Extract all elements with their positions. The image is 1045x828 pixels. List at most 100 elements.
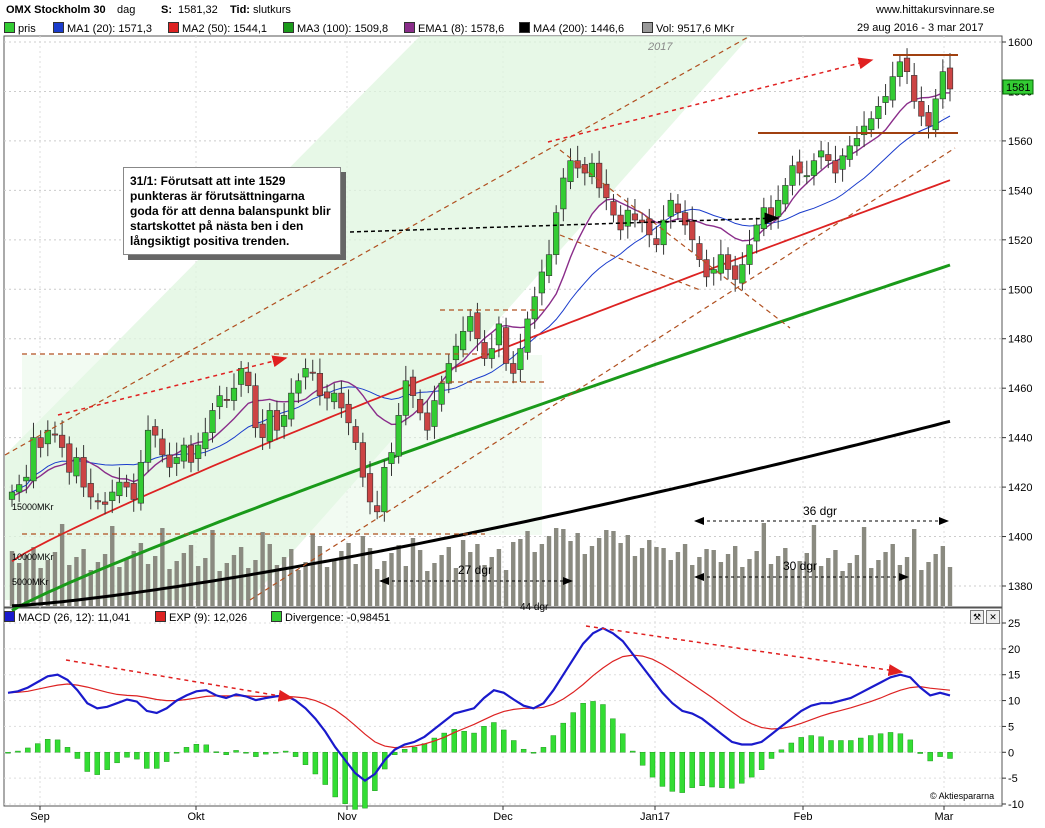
period: dag: [117, 4, 136, 16]
divergence-bar: [808, 735, 814, 753]
divergence-bar: [193, 744, 200, 753]
date-range: 29 aug 2016 - 3 mar 2017: [857, 22, 984, 34]
dgr-27-label: 27 dgr: [458, 563, 492, 577]
volume-bar: [503, 570, 509, 606]
divergence-bar: [897, 733, 904, 753]
volume-bar: [797, 561, 802, 606]
candle-body: [653, 238, 660, 246]
last-price-tag: 1581: [1002, 79, 1034, 95]
candle-body: [295, 380, 302, 394]
legend-ma2: MA2 (50): 1544,1: [168, 22, 267, 35]
candle-body: [109, 491, 116, 501]
red-trend-arrow: [57, 355, 288, 416]
candle-body: [681, 212, 689, 226]
volume-bar: [210, 530, 215, 606]
divergence-bar: [471, 732, 477, 753]
candle-body: [882, 96, 889, 103]
volume-bar: [317, 546, 323, 606]
y-tick-label: 1520: [1008, 235, 1032, 247]
wedge-lower: [559, 234, 701, 291]
candle-body: [782, 185, 789, 205]
volume-bar: [632, 556, 638, 606]
divergence-bar: [154, 752, 160, 769]
candle-body: [288, 392, 295, 420]
ma-line: [11, 179, 951, 563]
candle-body: [588, 162, 596, 178]
balance-arrow: [349, 212, 780, 233]
volume-bar: [432, 563, 437, 606]
candle-body: [438, 382, 445, 405]
legend-label: EXP (9): 12,026: [169, 612, 248, 624]
volume-bar: [403, 566, 409, 606]
divergence-bar: [501, 729, 507, 753]
volume-bar: [919, 570, 924, 606]
divergence-bar: [590, 701, 596, 753]
macd-tick-label: 20: [1008, 644, 1020, 656]
close-icon[interactable]: ✕: [986, 610, 1000, 624]
volume-bar: [826, 558, 831, 606]
divergence-bar: [5, 752, 11, 754]
volume-bar: [496, 549, 502, 606]
x-tick-label: Okt: [187, 811, 204, 823]
candle-body: [746, 244, 753, 265]
divergence-bar: [203, 744, 210, 753]
dgr-30-label: 30 dgr: [783, 559, 817, 573]
candle-body: [166, 454, 173, 468]
legend-label: Vol: 9517,6 MKr: [656, 23, 735, 35]
wrench-icon[interactable]: ⚒: [970, 610, 984, 624]
divergence-bar: [451, 729, 457, 753]
candle-body: [875, 105, 882, 119]
volume-bar: [854, 555, 860, 606]
legend-label: Divergence: -0,98451: [285, 612, 391, 624]
candle-body: [667, 199, 674, 217]
volume-bar: [682, 544, 688, 606]
volume-bar: [611, 531, 616, 606]
candle-body: [517, 348, 524, 370]
candlesticks: [8, 48, 954, 522]
volume-bar: [546, 536, 552, 606]
volume-bar: [67, 565, 72, 606]
volume-bar: [525, 531, 530, 606]
candle-body: [639, 219, 646, 223]
volume-bar: [940, 546, 946, 606]
volume-bar: [568, 541, 573, 606]
legend-ma1: MA1 (20): 1571,3: [53, 22, 152, 35]
volume-bar: [74, 557, 79, 606]
volume-bar: [289, 549, 294, 606]
volume-bar: [840, 571, 845, 606]
candle-body: [624, 209, 631, 227]
candle-body: [696, 243, 703, 260]
candle-body: [266, 410, 273, 442]
divergence-bar: [600, 704, 606, 753]
candle-body: [925, 112, 932, 127]
volume-bar: [453, 568, 459, 606]
exp-line: [7, 654, 951, 749]
candle-body: [832, 160, 839, 174]
volume-bar: [861, 527, 867, 606]
divergence-bar: [481, 726, 487, 753]
divergence-bar: [620, 733, 626, 753]
divergence-bar: [461, 730, 467, 753]
divergence-bar: [788, 742, 795, 753]
candle-body: [674, 203, 682, 213]
candle-body: [402, 380, 409, 416]
divergence-bar: [263, 752, 269, 755]
candle-body: [30, 437, 37, 482]
candle-body: [409, 376, 417, 396]
candle-body: [209, 410, 216, 433]
volume-bar: [869, 568, 874, 606]
volume-bar: [647, 540, 652, 606]
candle-body: [338, 392, 345, 409]
candle-body: [846, 145, 853, 160]
volume-bar: [926, 562, 931, 606]
divergence-bar: [798, 737, 804, 753]
candle-body: [717, 254, 724, 274]
divergence-bar: [44, 739, 51, 753]
divergence-bar: [491, 722, 497, 753]
divergence-bar: [163, 752, 170, 762]
candle-body: [481, 342, 488, 359]
volume-bar: [117, 567, 122, 606]
candle-body: [918, 101, 925, 117]
candle-body: [345, 403, 352, 424]
